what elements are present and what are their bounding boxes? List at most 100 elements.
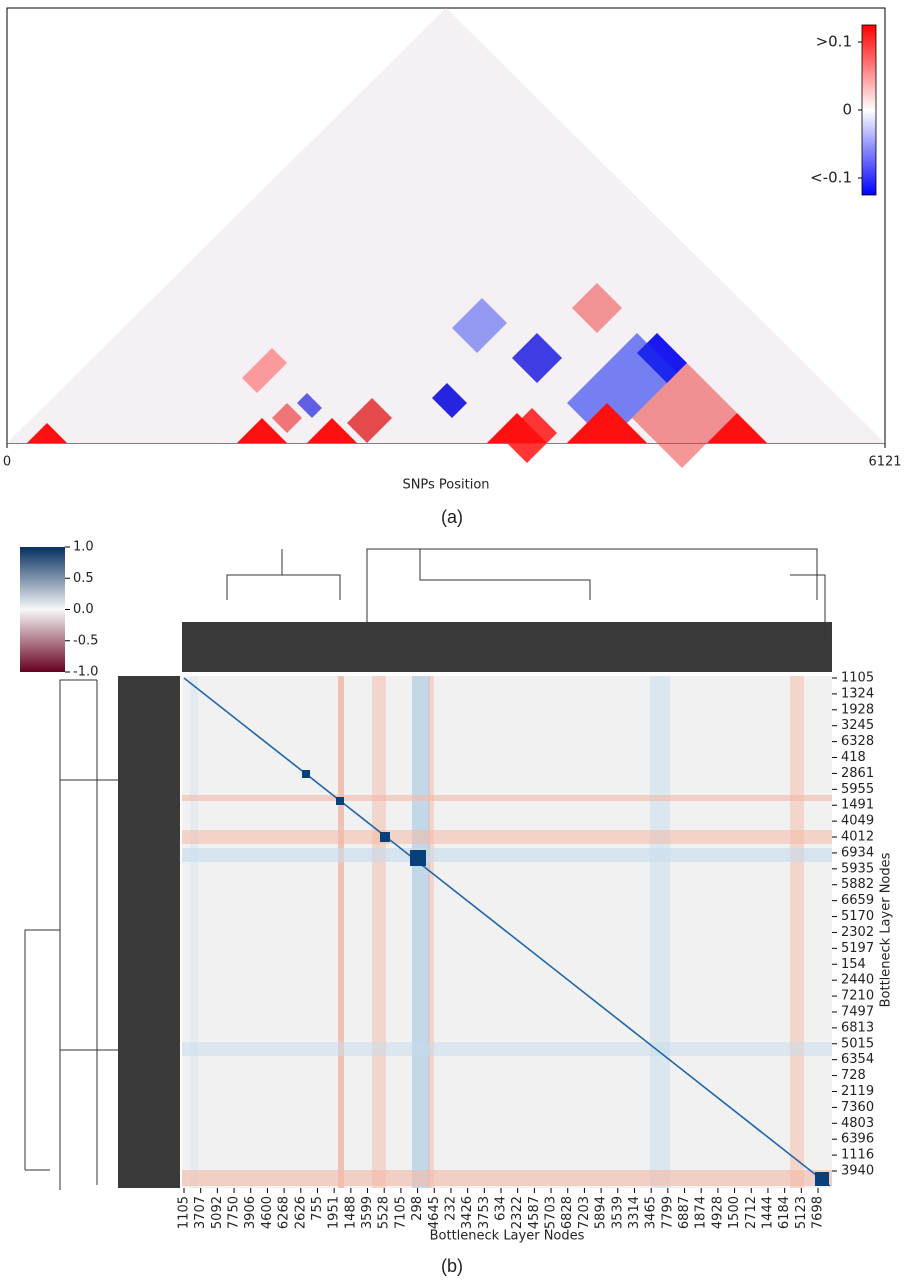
heat-block [347, 398, 392, 443]
heat-texture [182, 676, 832, 1188]
x-tick-label: 7203 [577, 1196, 592, 1229]
heat-stripe [182, 830, 832, 844]
heat-stripe [190, 676, 198, 1188]
x-tick-label: 7750 [227, 1196, 242, 1229]
y-tick-label: 4012 [841, 830, 874, 845]
dendrogram-left [118, 676, 180, 1188]
y-tick-label: 5955 [841, 782, 874, 797]
x-tick-label: 0 [3, 455, 11, 470]
x-tick-label: 4645 [427, 1196, 442, 1229]
x-tick-label: 1874 [694, 1196, 709, 1229]
heat-block [272, 403, 302, 433]
x-label: SNPs Position [402, 478, 489, 493]
x-tick-label: 5528 [377, 1196, 392, 1229]
y-tick-label: 5882 [841, 877, 874, 892]
x-tick-label: 2626 [293, 1196, 308, 1229]
x-tick-label: 3539 [610, 1196, 625, 1229]
x-tick-label: 634 [494, 1196, 509, 1221]
heat-stripe [182, 848, 832, 862]
x-label: Bottleneck Layer Nodes [430, 1229, 585, 1244]
y-tick-label: 7210 [841, 989, 874, 1004]
dendrogram-lines [24, 548, 826, 1190]
caption: (b) [441, 1256, 463, 1276]
y-label: Bottleneck Layer Nodes [879, 852, 894, 1007]
colorbar-tick-label: <-0.1 [810, 169, 852, 187]
caption: (a) [441, 507, 463, 527]
x-tick-label: 3906 [243, 1196, 258, 1229]
x-tick-label: 6184 [777, 1196, 792, 1229]
x-tick-label: 3314 [627, 1196, 642, 1229]
colorbar-tick-label: 1.0 [73, 540, 94, 555]
x-tick-label: 5092 [210, 1196, 225, 1229]
y-tick-label: 728 [841, 1068, 866, 1083]
colorbar [20, 547, 65, 672]
heat-block [237, 418, 287, 443]
x-tick-label: 4928 [710, 1196, 725, 1229]
y-tick-label: 3245 [841, 718, 874, 733]
colorbar-tick-label: >0.1 [816, 33, 852, 51]
heat-block [410, 850, 426, 866]
x-tick-label: 4587 [527, 1196, 542, 1229]
x-tick-label: 1500 [727, 1196, 742, 1229]
heat-block [572, 283, 622, 333]
x-tick-label: 7105 [393, 1196, 408, 1229]
y-tick-label: 5197 [841, 941, 874, 956]
colorbar-tick-label: 0.0 [73, 602, 94, 617]
x-tick-label: 5703 [544, 1196, 559, 1229]
y-tick-label: 1105 [841, 671, 874, 686]
x-tick-label: 4600 [260, 1196, 275, 1229]
heat-block [242, 348, 287, 393]
heat-block [380, 832, 390, 842]
heat-stripe [182, 1042, 832, 1056]
heat-stripe [338, 676, 344, 1188]
y-tick-label: 1116 [841, 1148, 874, 1163]
y-tick-label: 4049 [841, 814, 874, 829]
heat-block [27, 423, 67, 443]
y-tick-label: 6354 [841, 1052, 874, 1067]
colorbar-tick-label: 0 [842, 101, 852, 119]
heat-stripe [182, 795, 832, 801]
heat-block [487, 413, 547, 443]
heat-block [432, 383, 467, 418]
x-tick-label: 2712 [744, 1196, 759, 1229]
heat-block [452, 298, 507, 353]
heat-block [567, 403, 647, 443]
y-tick-label: 3940 [841, 1164, 874, 1179]
heat-block [297, 393, 322, 418]
heat-stripe [428, 676, 434, 1188]
x-tick-label: 5123 [794, 1196, 809, 1229]
y-tick-label: 6328 [841, 734, 874, 749]
x-tick-label: 5894 [594, 1196, 609, 1229]
y-tick-label: 7497 [841, 1004, 874, 1019]
heat-block [307, 418, 357, 443]
x-tick-label: 1105 [177, 1196, 192, 1229]
x-tick-label: 232 [443, 1196, 458, 1221]
x-tick-label: 6121 [868, 455, 901, 470]
x-tick-label: 3753 [477, 1196, 492, 1229]
x-tick-label: 3426 [460, 1196, 475, 1229]
colorbar [861, 24, 877, 196]
triangle [7, 8, 885, 443]
y-tick-label: 1491 [841, 798, 874, 813]
heat-stripe [650, 676, 670, 1188]
heat-block [512, 333, 562, 383]
colorbar-tick-label: -0.5 [73, 633, 98, 648]
y-tick-label: 6813 [841, 1020, 874, 1035]
diagonal [183, 677, 831, 1187]
x-tick-label: 298 [410, 1196, 425, 1221]
x-tick-label: 1951 [327, 1196, 342, 1229]
x-tick-label: 3465 [644, 1196, 659, 1229]
y-tick-label: 2861 [841, 766, 874, 781]
y-tick-label: 154 [841, 957, 866, 972]
y-tick-label: 5170 [841, 909, 874, 924]
x-tick-label: 2322 [510, 1196, 525, 1229]
y-tick-label: 5935 [841, 861, 874, 876]
heat-stripe [182, 1170, 832, 1186]
heat-block [302, 770, 310, 778]
heat-block [336, 797, 344, 805]
x-tick-label: 6887 [677, 1196, 692, 1229]
y-tick-label: 1928 [841, 702, 874, 717]
heat-stripe [790, 676, 804, 1188]
y-tick-label: 2119 [841, 1084, 874, 1099]
y-tick-label: 1324 [841, 686, 874, 701]
